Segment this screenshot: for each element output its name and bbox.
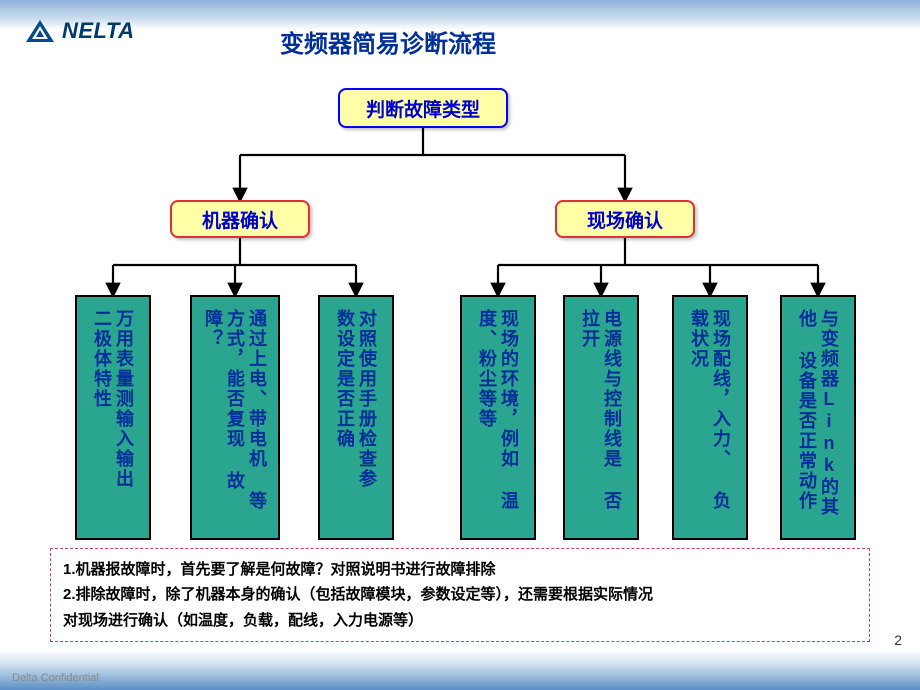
note-line-2: 2.排除故障时，除了机器本身的确认（包括故障模块，参数设定等），还需要根据实际情… [63,582,857,608]
delta-triangle-icon [24,18,56,44]
leaf-node-5: 现场配线，入力、 负载状况 [672,295,748,540]
note-line-1: 1.机器报故障时，首先要了解是何故障？对照说明书进行故障排除 [63,557,857,583]
leaf-node-1: 通过上电、带电机 等方式，能否复现 故障？ [190,295,280,540]
note-line-3: 对现场进行确认（如温度，负载，配线，入力电源等） [63,608,857,634]
leaf-node-3: 现场的环境，例如 温度、粉尘等等 [460,295,536,540]
leaf-text-2: 对照使用手册检查参 数设定是否正确 [334,309,378,526]
leaf-node-2: 对照使用手册检查参 数设定是否正确 [318,295,394,540]
confidential-text: Delta Confidential [12,672,99,684]
logo-text: NELTA [62,18,135,44]
notes-box: 1.机器报故障时，首先要了解是何故障？对照说明书进行故障排除 2.排除故障时，除… [50,548,870,643]
leaf-text-4: 电源线与控制线是 否拉开 [579,309,623,526]
mid-node-1: 现场确认 [555,200,695,238]
leaf-text-3: 现场的环境，例如 温度、粉尘等等 [476,309,520,526]
logo: NELTA [24,18,135,44]
leaf-text-1: 通过上电、带电机 等方式，能否复现 故障？ [202,309,268,526]
leaf-node-0: 万用表量测输入输出 二极体特性 [75,295,151,540]
leaf-text-0: 万用表量测输入输出 二极体特性 [91,309,135,526]
page-number: 2 [894,632,902,648]
root-node: 判断故障类型 [338,88,508,128]
mid-node-0: 机器确认 [170,200,310,238]
flowchart-stage: 判断故障类型机器确认 现场确认万用表量测输入输出 二极体特性 通过上电、带电机 等方… [0,70,920,560]
leaf-node-4: 电源线与控制线是 否拉开 [563,295,639,540]
page-title: 变频器简易诊断流程 [280,24,496,59]
leaf-text-6: 与变频器Link的其他 设备是否正常动作 [796,309,840,526]
leaf-node-6: 与变频器Link的其他 设备是否正常动作 [780,295,856,540]
leaf-text-5: 现场配线，入力、 负载状况 [688,309,732,526]
footer-gradient [0,650,920,690]
